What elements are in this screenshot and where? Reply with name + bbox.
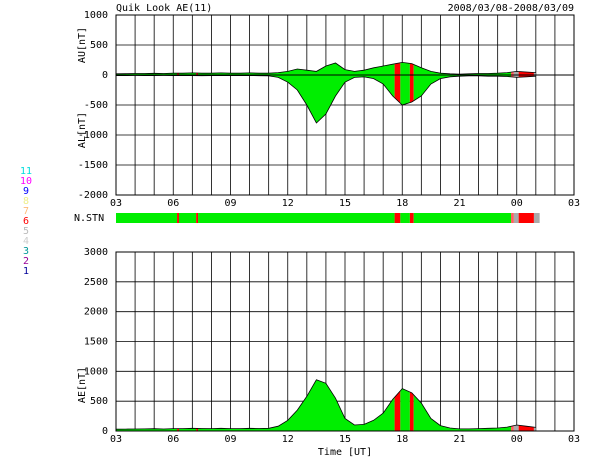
station-segment (409, 213, 414, 223)
legend-entry: 2 (23, 256, 29, 267)
x-tick-label: 09 (224, 434, 236, 445)
y-tick-label: -500 (84, 100, 108, 111)
x-axis-label: Time [UT] (318, 447, 372, 458)
legend-entry: 5 (23, 226, 29, 237)
x-tick-label: 03 (568, 434, 580, 445)
legend-entry: 6 (23, 216, 29, 227)
y-tick-label: -2000 (78, 190, 108, 201)
x-tick-label: 15 (339, 434, 351, 445)
station-segment (178, 213, 197, 223)
station-segment (196, 213, 199, 223)
x-tick-label: 06 (167, 434, 179, 445)
station-segment (116, 213, 178, 223)
y-tick-label: 1000 (84, 366, 108, 377)
legend-entry: 11 (20, 166, 32, 177)
y-tick-label: 1000 (84, 10, 108, 21)
x-tick-label: 03 (110, 434, 122, 445)
y-axis-label: AL[nT] (77, 112, 88, 148)
x-tick-label: 12 (282, 198, 294, 209)
station-segment (394, 213, 401, 223)
y-tick-label: 2500 (84, 277, 108, 288)
y-tick-label: 0 (102, 426, 108, 437)
station-fill (400, 62, 410, 123)
x-tick-label: 21 (453, 198, 465, 209)
station-segment (533, 213, 540, 223)
y-tick-label: 500 (90, 396, 108, 407)
chart-title: Quik Look AE(11) (116, 3, 212, 14)
legend-entry: 10 (20, 176, 32, 187)
y-tick-label: 2000 (84, 307, 108, 318)
y-tick-label: 3000 (84, 247, 108, 258)
y-tick-label: -1000 (78, 130, 108, 141)
legend-entry: 4 (23, 236, 29, 247)
chart-subtitle: 2008/03/08-2008/03/09 (448, 3, 574, 14)
x-tick-label: 12 (282, 434, 294, 445)
station-segment (511, 213, 514, 223)
x-tick-label: 03 (568, 198, 580, 209)
y-tick-label: -1500 (78, 160, 108, 171)
y-tick-label: 500 (90, 40, 108, 51)
station-segment (198, 213, 395, 223)
station-fill (394, 379, 401, 431)
data-line (115, 61, 536, 75)
x-tick-label: 00 (511, 198, 523, 209)
legend-entry: 3 (23, 246, 29, 257)
x-tick-label: 15 (339, 198, 351, 209)
legend-entry: 1 (23, 266, 29, 277)
x-tick-label: 06 (167, 198, 179, 209)
x-tick-label: 00 (511, 434, 523, 445)
legend-entry: 8 (23, 196, 29, 207)
station-segment (518, 213, 534, 223)
station-label: N.STN (74, 213, 104, 224)
data-line (116, 75, 536, 124)
legend-entry: 7 (23, 206, 29, 217)
station-fill (409, 379, 414, 431)
legend-entry: 9 (23, 186, 29, 197)
plot-frame (115, 251, 575, 432)
y-tick-label: 0 (102, 70, 108, 81)
station-segment (400, 213, 410, 223)
station-segment (413, 213, 512, 223)
station-segment (513, 213, 519, 223)
y-tick-label: 1500 (84, 337, 108, 348)
station-fill (409, 62, 414, 123)
x-tick-label: 18 (396, 434, 408, 445)
x-tick-label: 03 (110, 198, 122, 209)
station-fill (400, 379, 410, 431)
x-tick-label: 21 (453, 434, 465, 445)
data-line (115, 379, 536, 430)
station-fill (394, 62, 401, 123)
x-tick-label: 18 (396, 198, 408, 209)
plot-frame (115, 14, 575, 196)
station-segment (177, 213, 179, 223)
y-axis-label: AE[nT] (77, 367, 88, 403)
x-tick-label: 09 (224, 198, 236, 209)
y-axis-label: AU[nT] (77, 27, 88, 63)
